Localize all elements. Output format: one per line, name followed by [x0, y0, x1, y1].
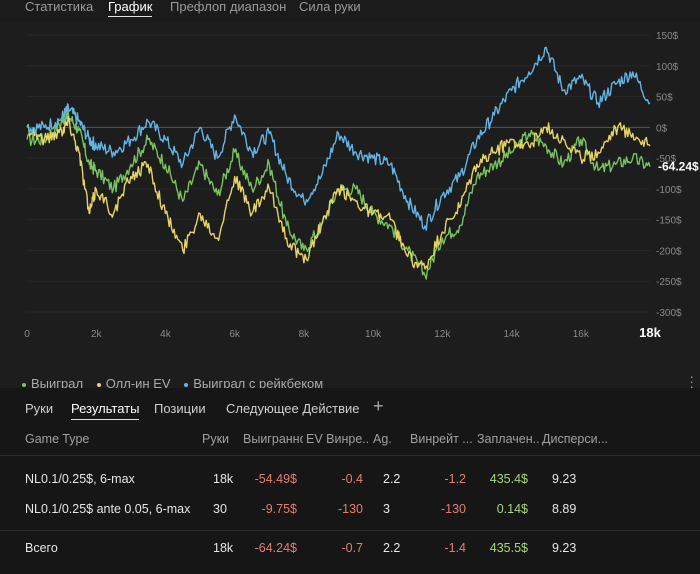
y-tick-label: -100$: [656, 185, 682, 196]
tab-next-action[interactable]: Следующее Действие: [226, 401, 360, 416]
x-tick-label: 10k: [365, 329, 382, 340]
table-total-row[interactable]: Всего 18k -64.24$ -0.7 2.2 -1.4 435.5$ 9…: [0, 541, 700, 563]
tab-statistics[interactable]: Статистика: [25, 0, 94, 14]
col-won[interactable]: Выигранно: [243, 432, 303, 446]
cell-rake-paid: 435.5$: [489, 541, 528, 555]
y-tick-label: -300$: [656, 308, 682, 319]
header-divider: [0, 455, 700, 456]
cell-hands: 18k: [213, 541, 234, 555]
legend-dot-rakeback: [184, 382, 189, 387]
cell-aggression: 2.2: [383, 472, 401, 486]
cell-ev-winrate: -130: [337, 502, 363, 516]
col-rake-paid[interactable]: Заплачен...: [477, 432, 539, 446]
col-hands[interactable]: Руки: [202, 432, 230, 446]
cell-won: -54.49$: [254, 472, 297, 486]
table-header: Game Type Руки Выигранно EV Винре... Ag.…: [0, 432, 700, 454]
cell-winrate: -1.2: [444, 472, 466, 486]
y-tick-label: 100$: [656, 62, 679, 73]
chart-legend: Выиграл Олл-ин EV Выиграл с рейкбеком: [22, 376, 333, 391]
add-tab-icon[interactable]: +: [373, 396, 384, 416]
cell-won: -9.75$: [261, 502, 297, 516]
series-line: [26, 46, 651, 231]
cell-aggression: 3: [383, 502, 390, 516]
series-line: [26, 115, 651, 270]
x-tick-label: 2k: [91, 329, 103, 340]
tab-graph[interactable]: График: [108, 0, 153, 17]
tab-hand-strength[interactable]: Сила руки: [299, 0, 361, 14]
cell-won: -64.24$: [254, 541, 297, 555]
col-game-type[interactable]: Game Type: [25, 432, 90, 446]
legend-label-rakeback: Выиграл с рейкбеком: [193, 376, 324, 391]
legend-label-won: Выиграл: [31, 376, 84, 391]
cell-winrate: -130: [440, 502, 466, 516]
legend-dot-allin-ev: [96, 382, 101, 387]
x-tick-label: 16k: [573, 329, 590, 340]
y-tick-label: -50$: [656, 154, 676, 165]
col-aggression[interactable]: Ag.: [373, 432, 392, 446]
more-options-icon[interactable]: · · ·: [689, 368, 694, 394]
tab-results[interactable]: Результаты: [71, 401, 140, 420]
y-tick-label: 50$: [656, 93, 673, 104]
table-row[interactable]: NL0.1/0.25$, 6-max 18k -54.49$ -0.4 2.2 …: [0, 472, 700, 494]
tab-preflop-range[interactable]: Префлоп диапазон: [170, 0, 287, 14]
tab-hands[interactable]: Руки: [25, 401, 54, 416]
sub-tab-bar: Руки Результаты Позиции Следующее Действ…: [0, 388, 700, 424]
top-tab-bar: Статистика График Префлоп диапазон Сила …: [0, 0, 700, 22]
cell-rake-paid: 0.14$: [496, 502, 528, 516]
cell-rake-paid: 435.4$: [489, 472, 528, 486]
cell-game-type: NL0.1/0.25$ ante 0.05, 6-max: [25, 502, 191, 516]
cell-variance: 9.23: [552, 472, 577, 486]
x-tick-label: 14k: [503, 329, 520, 340]
cell-game-type: NL0.1/0.25$, 6-max: [25, 472, 135, 486]
x-tick-label: 18k: [639, 325, 661, 340]
col-variance[interactable]: Дисперси...: [542, 432, 607, 446]
cell-aggression: 2.2: [383, 541, 401, 555]
chart-panel: 150$ 100$ 50$ 0$ -50$ -100$ -150$ -200$ -250$ -30…: [0, 22, 700, 394]
winnings-chart: 150$ 100$ 50$ 0$ -50$ -100$ -150$ -200$ -250$ -30…: [24, 31, 699, 340]
col-winrate[interactable]: Винрейт ...: [410, 432, 472, 446]
cell-variance: 8.89: [552, 502, 577, 516]
cell-hands: 30: [213, 502, 227, 516]
x-tick-label: 6k: [229, 329, 241, 340]
x-tick-label: 8k: [299, 329, 311, 340]
total-divider: [0, 530, 700, 531]
y-tick-label: 150$: [656, 31, 679, 42]
x-tick-label: 0: [24, 329, 30, 340]
y-tick-label: -250$: [656, 277, 682, 288]
col-ev-winrate[interactable]: EV Винре...: [306, 432, 368, 446]
legend-item-allin-ev[interactable]: Олл-ин EV: [96, 376, 171, 391]
x-tick-label: 12k: [434, 329, 451, 340]
cell-hands: 18k: [213, 472, 234, 486]
legend-item-rakeback[interactable]: Выиграл с рейкбеком: [184, 376, 323, 391]
results-panel: Руки Результаты Позиции Следующее Действ…: [0, 388, 700, 574]
end-value-label: -64.24$: [658, 160, 699, 174]
x-tick-label: 4k: [160, 329, 172, 340]
cell-total-label: Всего: [25, 541, 58, 555]
tab-positions[interactable]: Позиции: [154, 401, 206, 416]
legend-item-won[interactable]: Выиграл: [22, 376, 83, 391]
table-row[interactable]: NL0.1/0.25$ ante 0.05, 6-max 30 -9.75$ -…: [0, 502, 700, 524]
cell-ev-winrate: -0.7: [341, 541, 363, 555]
y-tick-label: -200$: [656, 246, 682, 257]
legend-label-allin-ev: Олл-ин EV: [105, 376, 171, 391]
y-tick-label: 0$: [656, 123, 668, 134]
cell-ev-winrate: -0.4: [341, 472, 363, 486]
cell-winrate: -1.4: [444, 541, 466, 555]
legend-dot-won: [22, 382, 26, 387]
y-tick-label: -150$: [656, 216, 682, 227]
cell-variance: 9.23: [552, 541, 577, 555]
